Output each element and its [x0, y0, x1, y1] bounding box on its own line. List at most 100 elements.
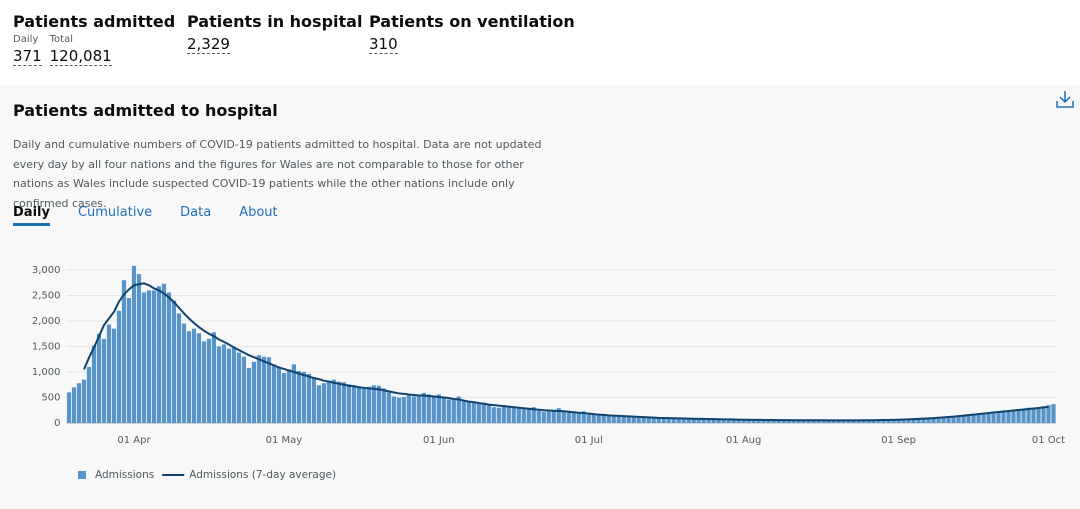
y-tick-label: 2,500: [32, 291, 61, 302]
bar: [206, 338, 212, 423]
bar: [951, 415, 956, 423]
bar: [751, 419, 756, 423]
bar: [651, 417, 656, 423]
bar: [491, 407, 496, 423]
stat-title: Patients in hospital: [187, 12, 363, 31]
bar: [471, 403, 476, 423]
bar: [541, 411, 546, 423]
bar: [401, 396, 406, 423]
stat-value[interactable]: 120,081: [49, 47, 112, 66]
bar: [986, 412, 991, 423]
bar: [101, 338, 107, 423]
stat-value[interactable]: 2,329: [187, 35, 230, 54]
card-description: Daily and cumulative numbers of COVID-19…: [13, 138, 542, 210]
bar: [861, 420, 866, 423]
bar: [981, 412, 986, 423]
bar: [296, 370, 301, 423]
bar: [456, 396, 461, 423]
bar: [851, 420, 856, 423]
bar: [1031, 408, 1036, 423]
bar: [106, 324, 112, 423]
bar: [66, 392, 72, 423]
bar: [766, 420, 771, 423]
bar: [351, 385, 356, 423]
bar: [461, 401, 466, 423]
x-tick-label: 01 Apr: [117, 435, 151, 446]
stat: Patients on ventilation 310: [369, 12, 575, 54]
bar: [181, 323, 187, 423]
bar: [156, 286, 162, 423]
line: [83, 282, 1049, 422]
bar: [961, 414, 966, 423]
tab[interactable]: Cumulative: [77, 205, 153, 220]
bar: [1041, 406, 1046, 423]
bar: [91, 345, 97, 423]
x-tick-label: 01 May: [266, 435, 303, 446]
bar: [701, 419, 706, 423]
bar: [971, 413, 976, 423]
bar: [761, 420, 766, 423]
bar: [801, 420, 806, 423]
bar: [186, 331, 192, 423]
tab[interactable]: Data: [180, 205, 212, 220]
bar: [331, 379, 336, 423]
bar: [706, 419, 711, 423]
legend-label: Admissions: [95, 469, 154, 481]
bar: [586, 413, 591, 423]
bar: [171, 300, 177, 423]
bar: [731, 419, 736, 423]
download-icon[interactable]: [1055, 89, 1075, 109]
bar: [151, 290, 157, 423]
bar: [166, 292, 172, 423]
bar: [211, 332, 217, 423]
legend-swatch: [78, 471, 86, 479]
bar: [821, 420, 826, 423]
bar: [191, 328, 197, 423]
bar: [161, 283, 167, 423]
bar: [841, 420, 846, 423]
y-tick-label: 500: [41, 393, 60, 404]
bar: [141, 292, 147, 423]
bar: [136, 274, 142, 423]
bar: [611, 415, 616, 423]
bar: [661, 417, 666, 423]
bar: [356, 387, 361, 423]
bar: [516, 408, 521, 423]
bar: [416, 395, 421, 423]
bar: [796, 420, 801, 423]
bar: [601, 414, 606, 423]
bar: [966, 414, 971, 423]
bar: [306, 374, 311, 423]
bar: [256, 355, 262, 423]
bar: [881, 419, 886, 423]
bar: [81, 379, 87, 423]
bar: [676, 418, 681, 423]
stat-value[interactable]: 371: [13, 47, 42, 66]
stat-value[interactable]: 310: [369, 35, 398, 54]
bar: [656, 417, 661, 423]
bar: [911, 418, 916, 423]
bar: [721, 419, 726, 423]
bar: [146, 290, 152, 423]
bar: [616, 415, 621, 423]
tab[interactable]: About: [239, 205, 278, 220]
tab[interactable]: Daily: [13, 205, 50, 226]
bar: [1046, 405, 1051, 423]
bar: [551, 410, 556, 423]
legend-label: Admissions (7-day average): [189, 469, 336, 481]
bar: [736, 419, 741, 423]
bar: [346, 384, 351, 423]
y-tick-label: 0: [54, 418, 60, 429]
bar: [86, 366, 92, 423]
bar: [316, 385, 321, 423]
bar: [646, 417, 651, 423]
bar: [906, 419, 911, 423]
bar: [411, 396, 416, 423]
bar: [846, 420, 851, 423]
bar: [946, 416, 951, 423]
y-tick-label: 3,000: [32, 265, 61, 276]
bar: [531, 407, 536, 423]
bar: [506, 406, 511, 423]
bar: [221, 344, 227, 423]
